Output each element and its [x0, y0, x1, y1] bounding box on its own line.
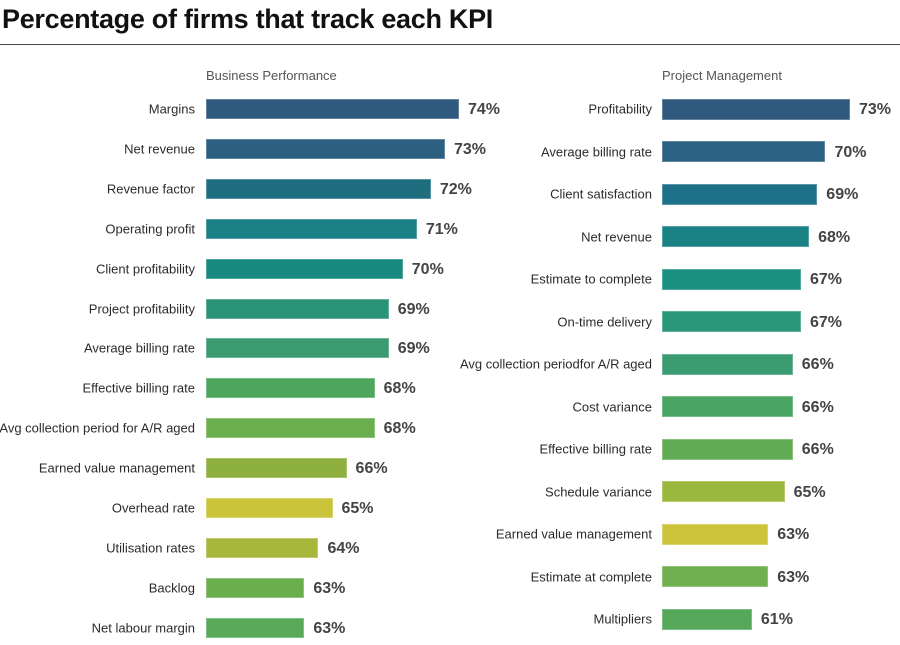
value-label: 70%	[411, 260, 444, 278]
bar	[662, 523, 769, 545]
bar	[206, 99, 459, 119]
bar	[662, 141, 826, 162]
value-label: 67%	[809, 271, 842, 288]
value-label: 70%	[834, 143, 867, 161]
category-label: Estimate to complete	[530, 271, 652, 287]
panel-title-business-performance: Business Performance	[206, 68, 337, 83]
value-label: 68%	[383, 420, 416, 438]
category-label: Operating profit	[105, 221, 195, 237]
value-label: 68%	[383, 380, 416, 398]
value-label: 63%	[777, 568, 810, 586]
bar	[206, 418, 375, 439]
category-label: Revenue factor	[106, 181, 195, 197]
bar	[206, 298, 389, 319]
bar	[206, 498, 333, 518]
value-label: 63%	[777, 526, 810, 543]
category-label: Client satisfaction	[550, 186, 652, 202]
bar	[662, 226, 810, 247]
category-label: Project profitability	[88, 301, 195, 316]
bar	[662, 183, 818, 205]
category-label: Average billing rate	[83, 340, 195, 356]
category-label: Avg collection period for A/R aged	[0, 420, 195, 436]
bar	[206, 138, 445, 159]
category-label: Client profitability	[96, 261, 195, 277]
value-label: 72%	[439, 180, 472, 198]
category-label: Effective billing rate	[539, 441, 653, 457]
bar	[206, 178, 431, 199]
category-label: Avg collection periodfor A/R aged	[460, 356, 652, 372]
bar	[206, 458, 347, 479]
bar	[662, 353, 793, 375]
value-label: 73%	[453, 140, 486, 158]
value-label: 66%	[355, 460, 388, 478]
category-label: Utilisation rates	[106, 540, 195, 556]
value-label: 61%	[760, 611, 793, 628]
category-label: Earned value management	[38, 460, 195, 476]
category-label: Schedule variance	[545, 484, 652, 499]
category-label: Net labour margin	[91, 620, 195, 636]
value-label: 73%	[859, 101, 892, 118]
bar	[206, 577, 305, 598]
value-label: 69%	[826, 186, 859, 203]
value-label: 69%	[397, 340, 430, 358]
value-label: 66%	[801, 356, 834, 373]
category-label: Multipliers	[593, 611, 652, 627]
category-label: Average billing rate	[540, 144, 652, 159]
bar	[206, 617, 305, 638]
title-divider	[0, 44, 900, 45]
bar	[662, 396, 793, 417]
category-label: Backlog	[148, 580, 195, 596]
bar	[206, 378, 375, 399]
category-label: Effective billing rate	[82, 380, 196, 396]
category-label: Margins	[148, 101, 195, 117]
bar	[662, 311, 801, 332]
value-label: 67%	[809, 313, 842, 331]
value-label: 66%	[801, 441, 834, 458]
value-label: 65%	[341, 500, 374, 517]
category-label: Profitability	[588, 101, 652, 117]
value-label: 74%	[468, 101, 501, 118]
value-label: 71%	[425, 220, 458, 238]
value-label: 64%	[327, 539, 360, 557]
value-label: 69%	[397, 300, 430, 318]
bar	[662, 98, 850, 120]
value-label: 63%	[313, 579, 346, 597]
bar	[206, 258, 403, 279]
category-label: Cost variance	[572, 399, 652, 414]
bar	[662, 268, 801, 290]
bar	[206, 338, 389, 359]
value-label: 66%	[801, 398, 834, 416]
bar	[206, 537, 319, 558]
bar	[662, 481, 785, 502]
category-label: On-time delivery	[557, 314, 652, 329]
page-title: Percentage of firms that track each KPI	[2, 4, 493, 34]
value-label: 68%	[818, 228, 851, 246]
category-label: Estimate at complete	[530, 569, 652, 584]
panel-title-project-management: Project Management	[662, 68, 782, 83]
bar	[662, 608, 752, 630]
category-label: Net revenue	[124, 141, 195, 157]
category-label: Earned value management	[495, 526, 652, 542]
bar	[206, 218, 417, 239]
bar	[662, 438, 793, 460]
bar	[662, 566, 769, 587]
value-label: 65%	[793, 483, 826, 501]
category-label: Net revenue	[581, 229, 652, 244]
category-label: Overhead rate	[111, 500, 195, 516]
value-label: 63%	[313, 619, 346, 637]
